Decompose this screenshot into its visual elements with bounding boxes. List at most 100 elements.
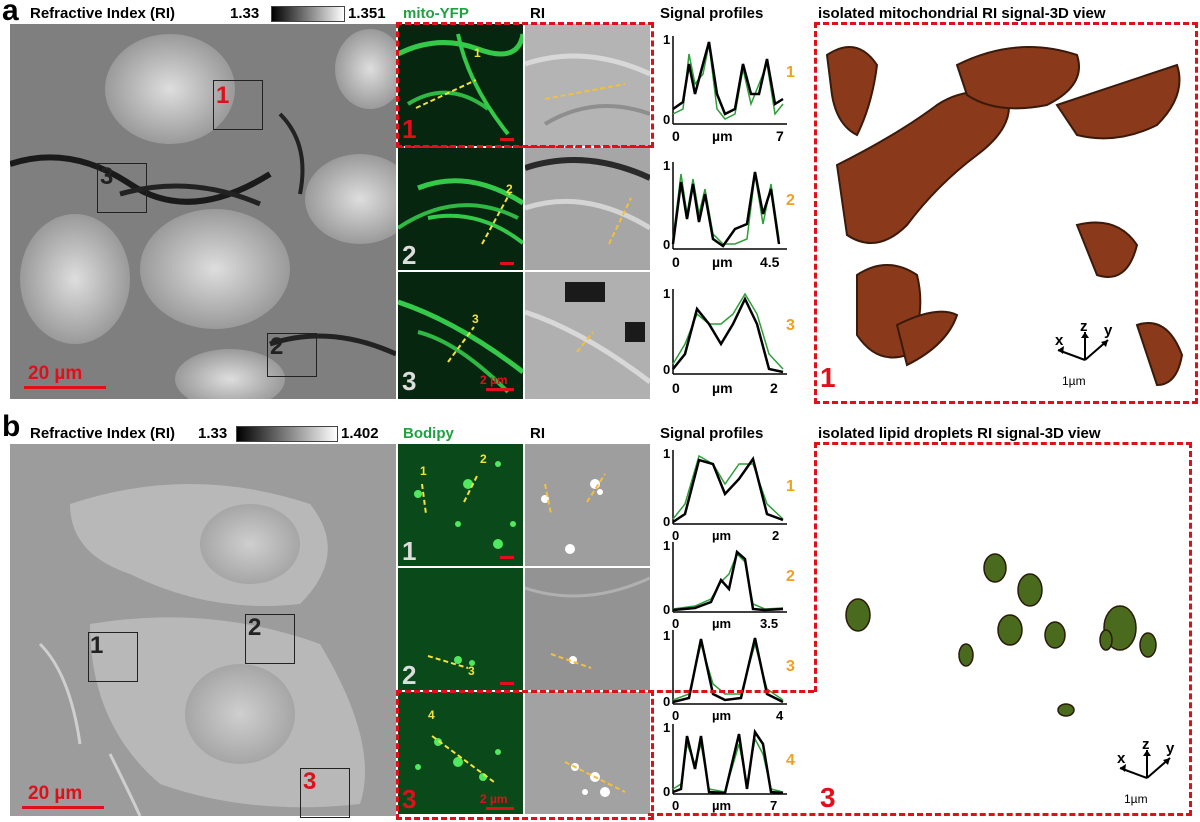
panel-b-tile-scale-bar-3 xyxy=(486,807,514,810)
panel-b-3d-bottom-border xyxy=(648,813,1192,816)
panel-b-axis-scale: 1µm xyxy=(1124,792,1148,806)
panel-a-axis-x: x xyxy=(1055,332,1064,349)
panel-b-tile-label-3: 3 xyxy=(402,784,417,814)
panel-b-cbar-min: 1.33 xyxy=(198,425,228,442)
panel-a-profile-y1-top: 1 xyxy=(663,32,671,47)
panel-b-profile-xmax-3: 4 xyxy=(776,708,784,723)
panel-a-profile-xmax-3: 2 xyxy=(770,380,778,396)
panel-a-cbar-max: 1.351 xyxy=(348,5,386,22)
panel-b-profile-1 xyxy=(672,450,787,525)
panel-b-ri-overview-image xyxy=(10,444,396,816)
panel-a-profile-unit-3: µm xyxy=(712,380,733,396)
panel-a-axis-z: z xyxy=(1080,318,1088,335)
panel-a-ri-tile-1 xyxy=(525,24,650,146)
panel-b-signal-profiles xyxy=(672,450,787,795)
panel-b-region-box-2 xyxy=(245,614,295,664)
panel-a-tile-scale-bar-1 xyxy=(500,138,514,141)
panel-b-ri-tile-2 xyxy=(525,568,650,690)
panel-a-tile-scale-bar-2 xyxy=(500,262,514,265)
panel-a-fluor-tile-1 xyxy=(398,24,523,146)
panel-b-profile-xmax-4: 7 xyxy=(770,798,778,813)
panel-a-region-label-3: 3 xyxy=(100,163,114,190)
panel-a-profile-2 xyxy=(671,162,787,250)
panel-a-profile-y0-1: 0 xyxy=(663,112,671,127)
panel-b-profile-x0-4: 0 xyxy=(672,798,680,813)
panel-b-cbar-max: 1.402 xyxy=(341,425,379,442)
panel-a-profile-y1-mid: 1 xyxy=(663,158,671,173)
panel-b-profile-x0-3: 0 xyxy=(672,708,680,723)
panel-b-fluor-tile-2 xyxy=(398,568,523,690)
panel-b-3d-left-border xyxy=(814,442,817,692)
panel-b-region-label-3: 3 xyxy=(303,768,317,795)
panel-a-profile-x0-3: 0 xyxy=(672,380,680,396)
panel-b-profile-xmax-2: 3.5 xyxy=(760,616,779,631)
panel-a-signal-profiles xyxy=(671,36,787,375)
panel-b-profile-4 xyxy=(672,724,787,795)
panel-b-ri-tile-1 xyxy=(525,444,650,566)
panel-b-profile-x0-1: 0 xyxy=(672,528,680,543)
panel-b-profile-label-1: 1 xyxy=(786,478,795,495)
panel-a-profile-xmax-2: 4.5 xyxy=(760,254,780,270)
panel-b-colorbar xyxy=(236,426,338,442)
panel-b-tile-label-1: 1 xyxy=(402,536,417,566)
panel-b-profile-label-4: 4 xyxy=(786,752,795,769)
panel-a-profile-unit-2: µm xyxy=(712,254,733,270)
panel-b-region-label-2: 2 xyxy=(248,614,262,641)
panel-a-profile-y1-bottom: 1 xyxy=(663,286,671,301)
panel-b-profile-y0-1: 0 xyxy=(663,514,671,529)
panel-a-profile-label-1: 1 xyxy=(786,64,795,81)
panel-b-axis-z: z xyxy=(1142,736,1150,753)
panel-b-region-label-1: 1 xyxy=(90,632,104,659)
panel-b-letter: b xyxy=(2,410,21,443)
panel-b-profile-2 xyxy=(672,542,787,613)
panel-b-ri-col-header: RI xyxy=(530,425,545,442)
panel-b-ri-header: Refractive Index (RI) xyxy=(30,425,176,442)
panel-a-region-label-1: 1 xyxy=(216,82,230,109)
panel-a-tile-label-3: 3 xyxy=(402,366,417,396)
panel-a-profile-unit-1: µm xyxy=(712,128,733,144)
panel-a-profile-y0-3: 0 xyxy=(663,362,671,377)
panel-b-profile-unit-2: µm xyxy=(712,616,732,631)
panel-a-fluor-tile-2 xyxy=(398,148,523,270)
panel-b-axis-y: y xyxy=(1166,740,1175,757)
panel-b-connector xyxy=(648,690,814,693)
panel-b-profile-x0-2: 0 xyxy=(672,616,680,631)
panel-b-fluor-tile-1 xyxy=(398,444,523,566)
panel-b-profile-y1-4: 1 xyxy=(663,720,671,735)
panel-a-region-box-2 xyxy=(267,333,317,377)
panel-a-axes-icon xyxy=(1057,332,1109,361)
panel-b-ri-tile-3 xyxy=(525,692,650,814)
panel-a-profile-x0-1: 0 xyxy=(672,128,680,144)
panel-a-line-label-2: 2 xyxy=(506,182,513,196)
panel-b-3d-header: isolated lipid droplets RI signal-3D vie… xyxy=(818,425,1101,442)
panel-a-ri-tile-3 xyxy=(525,272,650,399)
panel-b-3d-top-border xyxy=(814,442,1192,445)
panel-a-3d-render xyxy=(825,46,1184,387)
panel-b-profile-label-2: 2 xyxy=(786,568,795,585)
panel-a-row-divider xyxy=(398,146,650,148)
panel-a-ri-header: Refractive Index (RI) xyxy=(30,5,176,22)
panel-a-3d-view xyxy=(814,22,1198,404)
panel-a-profile-label-2: 2 xyxy=(786,192,795,209)
panel-b-tile-scale-label: 2 µm xyxy=(480,792,508,806)
panel-b-profile-unit-3: µm xyxy=(712,708,732,723)
panel-a-profile-x0-2: 0 xyxy=(672,254,680,270)
panel-b-profile-y0-2: 0 xyxy=(663,602,671,617)
panel-a-tile-label-2: 2 xyxy=(402,240,417,270)
panel-b-region-box-3 xyxy=(300,768,350,818)
panel-b-profile-y0-3: 0 xyxy=(663,694,671,709)
panel-b-profile-label-3: 3 xyxy=(786,658,795,675)
panel-a-selected-row-outline xyxy=(396,22,654,148)
panel-a-tile-scale-bar-3 xyxy=(486,388,514,391)
panel-b-scale-label: 20 µm xyxy=(28,783,83,804)
panel-a-tile-label-1: 1 xyxy=(402,114,417,144)
panel-a-axis-scale: 1µm xyxy=(1062,374,1086,388)
panel-b-3d-render xyxy=(845,553,1157,717)
panel-a-3d-number: 1 xyxy=(820,362,836,393)
panel-b-axis-x: x xyxy=(1117,750,1126,767)
panel-a-ri-tile-2 xyxy=(525,148,650,270)
panel-b-profile-y1-3: 1 xyxy=(663,628,671,643)
panel-a-profile-3 xyxy=(672,289,787,375)
panel-a-fluor-header: mito-YFP xyxy=(403,5,469,22)
panel-b-line-label-4: 4 xyxy=(428,708,435,722)
